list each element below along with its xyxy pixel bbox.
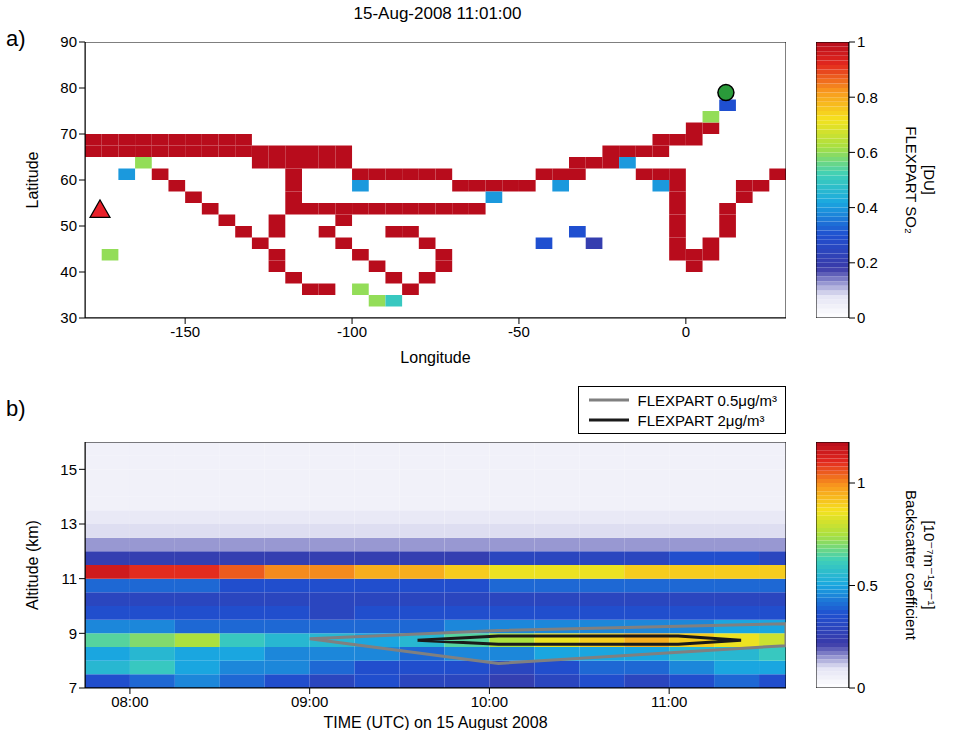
svg-text:0.6: 0.6 xyxy=(857,144,878,161)
svg-text:10:00: 10:00 xyxy=(471,693,509,710)
svg-text:0.5: 0.5 xyxy=(857,577,878,594)
svg-text:90: 90 xyxy=(60,33,77,50)
svg-text:70: 70 xyxy=(60,125,77,142)
svg-text:80: 80 xyxy=(60,79,77,96)
svg-text:1: 1 xyxy=(857,33,865,50)
html-text:FLEXPART 0.5μg/m³: FLEXPART 0.5μg/m³ xyxy=(637,391,777,409)
svg-text:0: 0 xyxy=(857,309,865,326)
html-text:a): a) xyxy=(6,26,26,51)
html-text:FLEXPART 2μg/m³: FLEXPART 2μg/m³ xyxy=(637,411,765,429)
svg-text:Backscatter coefficient[10⁻⁷m⁻: Backscatter coefficient[10⁻⁷m⁻¹sr⁻¹] xyxy=(904,490,939,641)
svg-text:TIME (UTC) on 15 August 2008: TIME (UTC) on 15 August 2008 xyxy=(323,714,547,730)
svg-text:-50: -50 xyxy=(508,323,530,340)
svg-text:Altitude (km): Altitude (km) xyxy=(24,520,41,610)
svg-text:0: 0 xyxy=(857,679,865,696)
svg-text:30: 30 xyxy=(60,309,77,326)
svg-text:9: 9 xyxy=(69,625,77,642)
html-text:15-Aug-2008 11:01:00: 15-Aug-2008 11:01:00 xyxy=(353,4,522,23)
svg-text:0.2: 0.2 xyxy=(857,254,878,271)
svg-text:60: 60 xyxy=(60,171,77,188)
svg-text:0: 0 xyxy=(682,323,690,340)
svg-text:-100: -100 xyxy=(337,323,367,340)
svg-text:1: 1 xyxy=(857,474,865,491)
svg-text:15: 15 xyxy=(60,461,77,478)
svg-text:09:00: 09:00 xyxy=(291,693,329,710)
svg-text:11:00: 11:00 xyxy=(651,693,687,710)
svg-text:50: 50 xyxy=(60,217,77,234)
svg-text:-150: -150 xyxy=(170,323,200,340)
svg-text:FLEXPART SO₂[DU]: FLEXPART SO₂[DU] xyxy=(904,126,939,234)
svg-text:Latitude: Latitude xyxy=(24,151,41,208)
html-text:b): b) xyxy=(6,396,26,421)
svg-text:40: 40 xyxy=(60,263,77,280)
svg-text:7: 7 xyxy=(69,679,77,696)
svg-text:11: 11 xyxy=(61,570,77,587)
svg-text:Longitude: Longitude xyxy=(400,349,470,366)
svg-text:0.8: 0.8 xyxy=(857,89,878,106)
svg-text:13: 13 xyxy=(60,515,77,532)
svg-text:08:00: 08:00 xyxy=(111,693,149,710)
svg-text:0.4: 0.4 xyxy=(857,199,878,216)
